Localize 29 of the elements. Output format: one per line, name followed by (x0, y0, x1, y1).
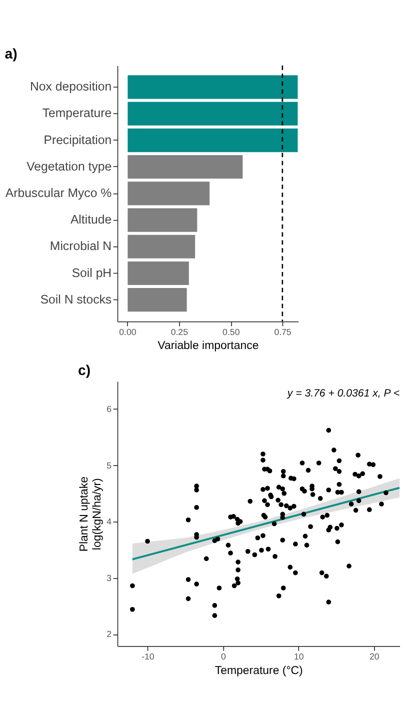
y-tick-label: Microbial N (50, 239, 112, 254)
y-tick-label: 4 (106, 516, 112, 527)
x-tick-label: 0.50 (222, 327, 240, 338)
y-tick-label: 6 (106, 404, 112, 414)
x-tick-label: 0.25 (170, 327, 188, 338)
x-tick-label: -10 (142, 652, 154, 662)
y-tick-label: Altitude (70, 212, 112, 227)
y-tick-label: Nox deposition (30, 80, 112, 94)
x-axis-title: Variable importance (158, 340, 259, 352)
line-series (131, 486, 400, 560)
y-tick-label: 3 (106, 572, 112, 583)
y-tick-label: 2 (106, 629, 112, 640)
chart-title: c) (78, 362, 91, 378)
x-tick-label: 0.75 (274, 327, 292, 338)
y-tick-label: Precipitation (44, 132, 112, 147)
y-axis-title: Plant N uptake log(kgN/ha/yr) (78, 476, 104, 552)
x-tick-label: 0 (220, 652, 226, 662)
annotation: y = 3.76 + 0.0361 x, P < (286, 387, 400, 400)
y-tick-label: Vegetation type (26, 159, 112, 174)
y-tick-label: Arbuscular Myco % (5, 186, 112, 200)
x-tick-label: 10 (294, 652, 304, 662)
y-tick-label: Temperature (42, 106, 112, 120)
chart-title: a) (4, 46, 18, 62)
y-tick-label: Soil pH (72, 266, 112, 280)
y-tick-label: 5 (106, 460, 112, 470)
x-axis-title: Temperature (°C) (214, 664, 304, 677)
x-tick-label: 0.00 (119, 327, 136, 338)
y-tick-label: Soil N stocks (40, 292, 112, 306)
x-tick-label: 20 (369, 652, 380, 662)
